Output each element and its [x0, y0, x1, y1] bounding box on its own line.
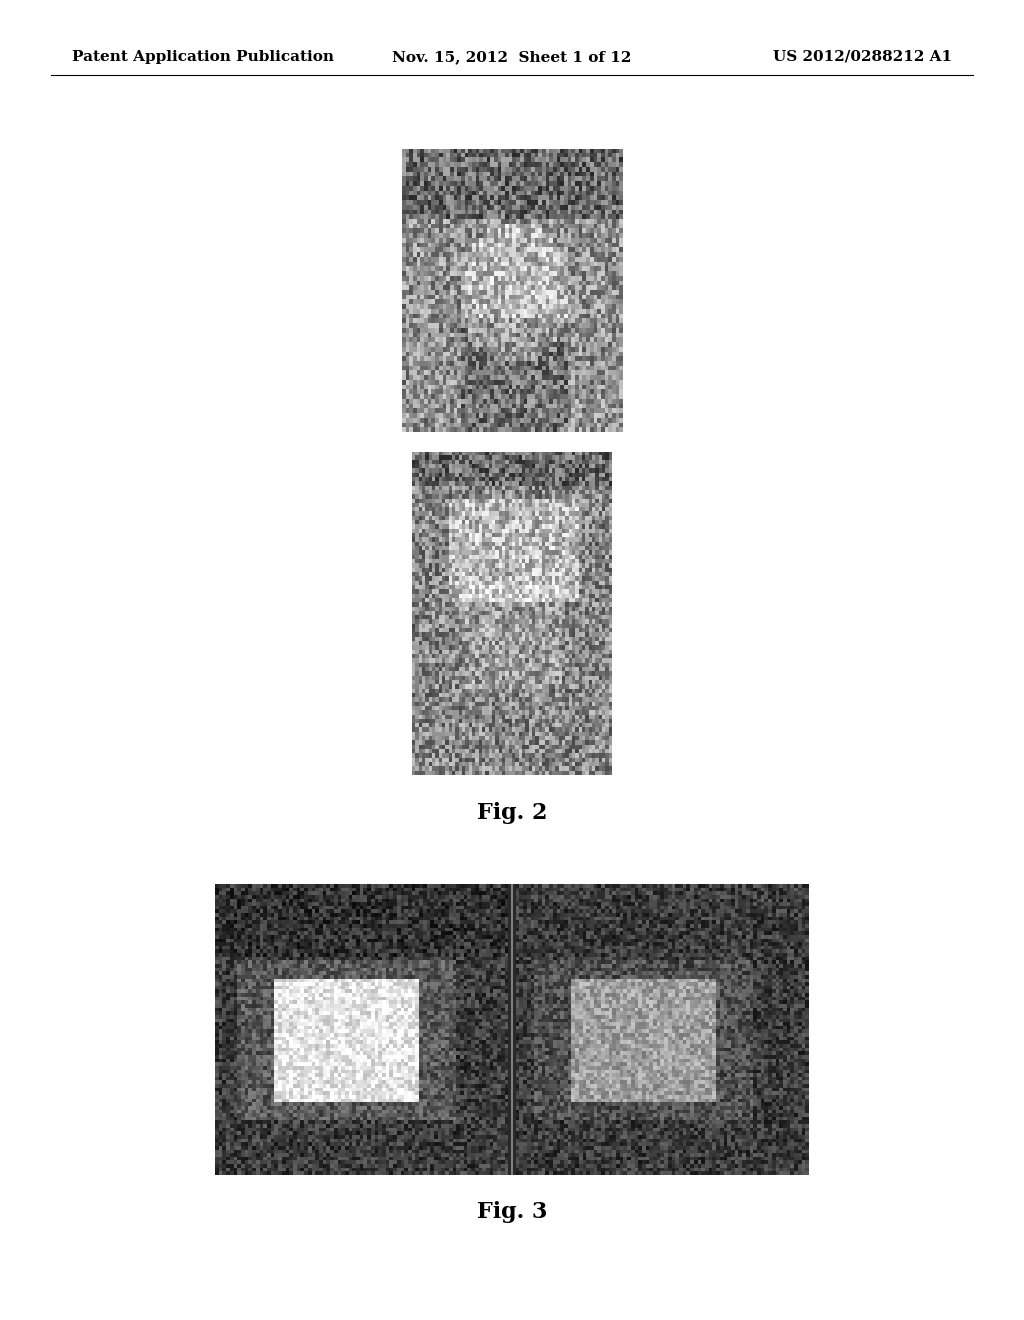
- Text: Fig. 1: Fig. 1: [477, 466, 547, 487]
- Text: Nov. 15, 2012  Sheet 1 of 12: Nov. 15, 2012 Sheet 1 of 12: [392, 50, 632, 63]
- Text: Fig. 3: Fig. 3: [477, 1201, 547, 1224]
- Text: Patent Application Publication: Patent Application Publication: [72, 50, 334, 63]
- Text: US 2012/0288212 A1: US 2012/0288212 A1: [773, 50, 952, 63]
- Text: Fig. 2: Fig. 2: [477, 801, 547, 824]
